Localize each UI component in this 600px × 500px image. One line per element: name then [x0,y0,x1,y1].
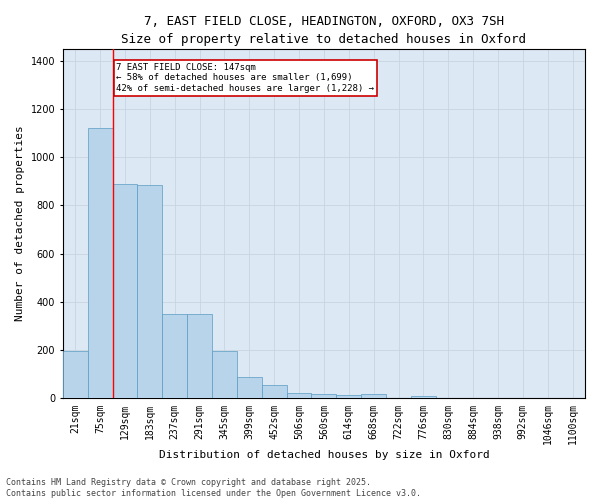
Bar [311,394,337,398]
Bar [113,184,137,398]
Bar [137,185,162,398]
Bar [361,394,386,398]
Bar [162,314,187,398]
Bar [337,395,361,398]
Y-axis label: Number of detached properties: Number of detached properties [15,126,25,322]
Bar [212,352,237,399]
Bar [63,352,88,399]
Title: 7, EAST FIELD CLOSE, HEADINGTON, OXFORD, OX3 7SH
Size of property relative to de: 7, EAST FIELD CLOSE, HEADINGTON, OXFORD,… [121,15,526,46]
Bar [88,128,113,398]
Bar [187,314,212,398]
Bar [411,396,436,398]
Bar [237,376,262,398]
Text: 7 EAST FIELD CLOSE: 147sqm
← 58% of detached houses are smaller (1,699)
42% of s: 7 EAST FIELD CLOSE: 147sqm ← 58% of deta… [116,63,374,93]
Bar [262,385,287,398]
X-axis label: Distribution of detached houses by size in Oxford: Distribution of detached houses by size … [158,450,489,460]
Bar [287,393,311,398]
Text: Contains HM Land Registry data © Crown copyright and database right 2025.
Contai: Contains HM Land Registry data © Crown c… [6,478,421,498]
